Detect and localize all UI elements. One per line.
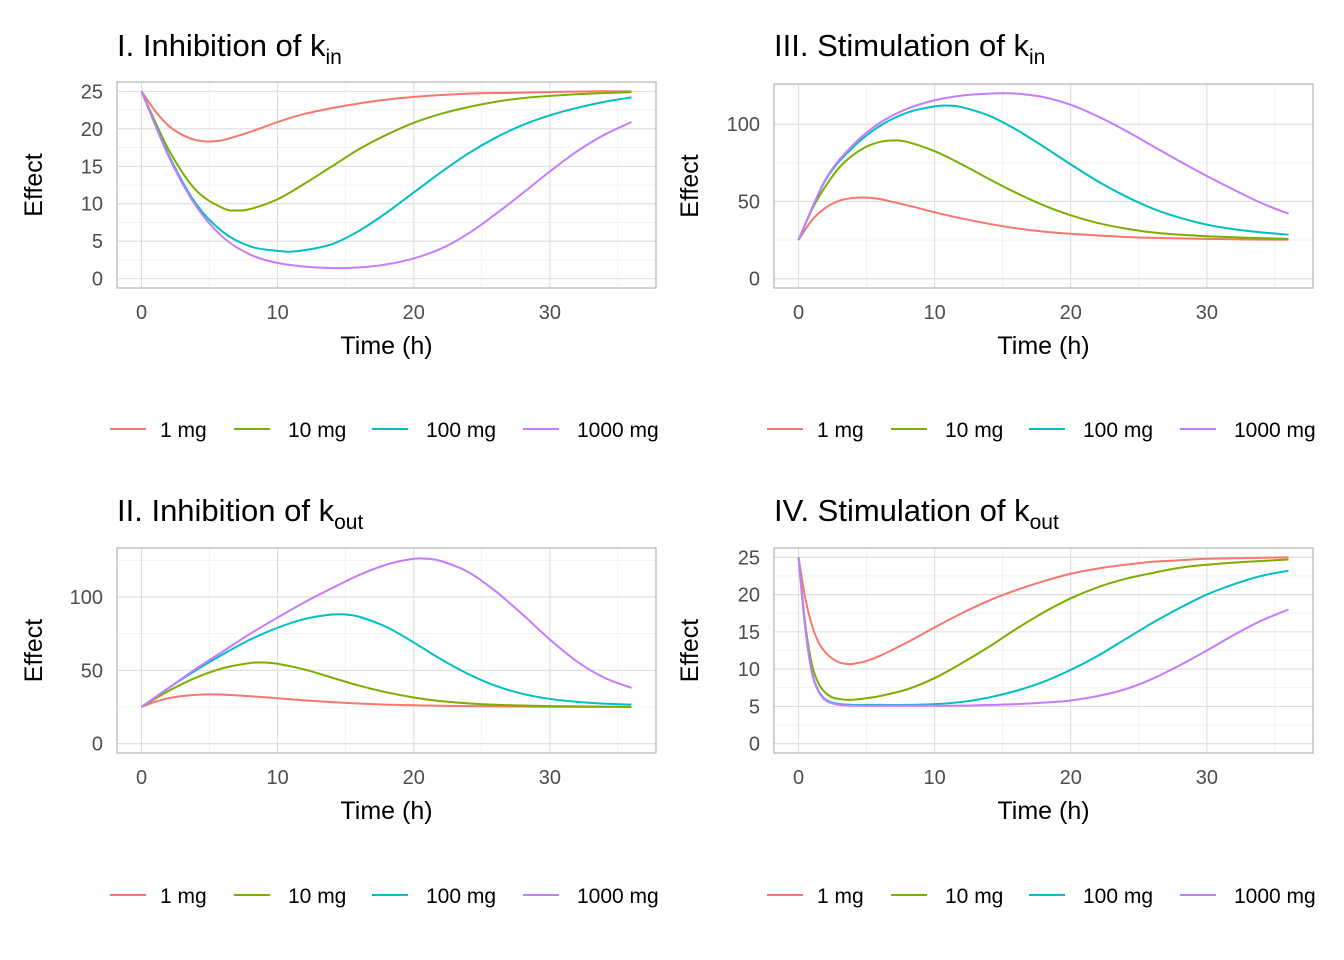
chart-title: III. Stimulation of kin bbox=[774, 28, 1045, 69]
legend: 1 mg 10 mg 100 mg 1000 mg bbox=[110, 885, 659, 908]
x-tick-label: 30 bbox=[539, 302, 561, 324]
y-tick-label: 10 bbox=[81, 194, 103, 216]
series-line-100-mg bbox=[140, 90, 632, 253]
series-line-100-mg bbox=[797, 557, 1289, 706]
panel-border bbox=[773, 547, 1314, 754]
series-line-100-mg bbox=[140, 613, 632, 708]
series-line-1-mg bbox=[141, 693, 632, 708]
y-tick-label: 15 bbox=[738, 622, 760, 644]
x-tick-label: 30 bbox=[1196, 767, 1218, 789]
y-axis-label: Effect bbox=[20, 153, 48, 217]
x-tick-label: 20 bbox=[1060, 302, 1082, 324]
y-tick-label: 0 bbox=[749, 734, 760, 756]
panel-border bbox=[773, 83, 1314, 289]
series-line-1000-mg bbox=[797, 557, 1289, 707]
legend-label: 10 mg bbox=[288, 885, 346, 908]
chart-title: I. Inhibition of kin bbox=[117, 28, 342, 69]
legend-label: 1 mg bbox=[817, 419, 864, 442]
legend-label: 1000 mg bbox=[1234, 419, 1316, 442]
x-tick-label: 10 bbox=[266, 767, 288, 789]
legend-label: 100 mg bbox=[1083, 419, 1153, 442]
y-tick-label: 50 bbox=[81, 660, 103, 682]
y-tick-label: 20 bbox=[81, 119, 103, 141]
series-line-1-mg bbox=[140, 90, 632, 143]
y-tick-label: 5 bbox=[92, 231, 103, 253]
x-tick-label: 0 bbox=[793, 767, 804, 789]
legend-label: 1 mg bbox=[817, 885, 864, 908]
y-tick-label: 15 bbox=[81, 156, 103, 178]
y-tick-label: 0 bbox=[749, 269, 760, 291]
panel-border bbox=[116, 547, 657, 754]
series-line-1-mg bbox=[797, 196, 1289, 241]
legend-label: 10 mg bbox=[945, 885, 1003, 908]
series-line-100-mg bbox=[797, 104, 1289, 241]
y-tick-label: 20 bbox=[738, 585, 760, 607]
legend-label: 1000 mg bbox=[1234, 885, 1316, 908]
x-tick-label: 10 bbox=[266, 302, 288, 324]
legend: 1 mg 10 mg 100 mg 1000 mg bbox=[110, 419, 659, 442]
series-line-10-mg bbox=[797, 139, 1289, 241]
series-line-1000-mg bbox=[140, 557, 632, 708]
chart-panel-4: 0 10 20 30 0 5 10 15 20 25 IV. Stimulation of kout… bbox=[676, 493, 1316, 908]
panel-border bbox=[116, 81, 657, 289]
series-line-10-mg bbox=[797, 557, 1289, 701]
legend-label: 1000 mg bbox=[577, 885, 659, 908]
y-axis-label: Effect bbox=[20, 619, 48, 683]
legend-label: 100 mg bbox=[426, 419, 496, 442]
y-tick-label: 100 bbox=[70, 587, 103, 609]
y-tick-label: 0 bbox=[92, 734, 103, 756]
chart-title: IV. Stimulation of kout bbox=[774, 493, 1059, 534]
legend: 1 mg 10 mg 100 mg 1000 mg bbox=[767, 419, 1316, 442]
y-tick-label: 100 bbox=[727, 114, 760, 136]
chart-panel-1: 0 10 20 30 0 5 10 15 20 25 I. Inhibition of kin Tim… bbox=[20, 28, 659, 442]
x-tick-label: 30 bbox=[539, 767, 561, 789]
series-line-10-mg bbox=[140, 661, 632, 708]
x-tick-label: 10 bbox=[923, 767, 945, 789]
y-tick-label: 50 bbox=[738, 191, 760, 213]
legend-label: 100 mg bbox=[1083, 885, 1153, 908]
legend-label: 10 mg bbox=[945, 419, 1003, 442]
y-axis-label: Effect bbox=[676, 619, 704, 683]
chart-panel-3: 0 10 20 30 0 50 100 II. Inhibition of kout Time … bbox=[20, 493, 659, 908]
x-axis-label: Time (h) bbox=[340, 332, 432, 360]
x-tick-label: 0 bbox=[793, 302, 804, 324]
x-axis-label: Time (h) bbox=[340, 797, 432, 825]
y-tick-label: 10 bbox=[738, 659, 760, 681]
legend-label: 1000 mg bbox=[577, 419, 659, 442]
x-axis-label: Time (h) bbox=[997, 797, 1089, 825]
y-tick-label: 25 bbox=[81, 81, 103, 103]
legend: 1 mg 10 mg 100 mg 1000 mg bbox=[767, 885, 1316, 908]
series-line-1000-mg bbox=[140, 90, 632, 270]
y-tick-label: 25 bbox=[738, 547, 760, 569]
x-tick-label: 0 bbox=[136, 302, 147, 324]
chart-panel-2: 0 10 20 30 0 50 100 III. Stimulation of kin Time… bbox=[676, 28, 1316, 442]
legend-label: 10 mg bbox=[288, 419, 346, 442]
legend-label: 1 mg bbox=[160, 419, 207, 442]
x-tick-label: 20 bbox=[403, 767, 425, 789]
series-line-1000-mg bbox=[797, 92, 1289, 241]
x-tick-label: 30 bbox=[1196, 302, 1218, 324]
x-tick-label: 20 bbox=[403, 302, 425, 324]
y-tick-label: 5 bbox=[749, 696, 760, 718]
series-line-1-mg bbox=[797, 556, 1289, 666]
legend-label: 1 mg bbox=[160, 885, 207, 908]
y-axis-label: Effect bbox=[676, 154, 704, 218]
chart-title: II. Inhibition of kout bbox=[117, 493, 363, 534]
y-tick-label: 0 bbox=[92, 269, 103, 291]
legend-label: 100 mg bbox=[426, 885, 496, 908]
x-tick-label: 10 bbox=[923, 302, 945, 324]
x-axis-label: Time (h) bbox=[997, 332, 1089, 360]
x-tick-label: 20 bbox=[1060, 767, 1082, 789]
series-line-10-mg bbox=[140, 90, 632, 212]
x-tick-label: 0 bbox=[136, 767, 147, 789]
